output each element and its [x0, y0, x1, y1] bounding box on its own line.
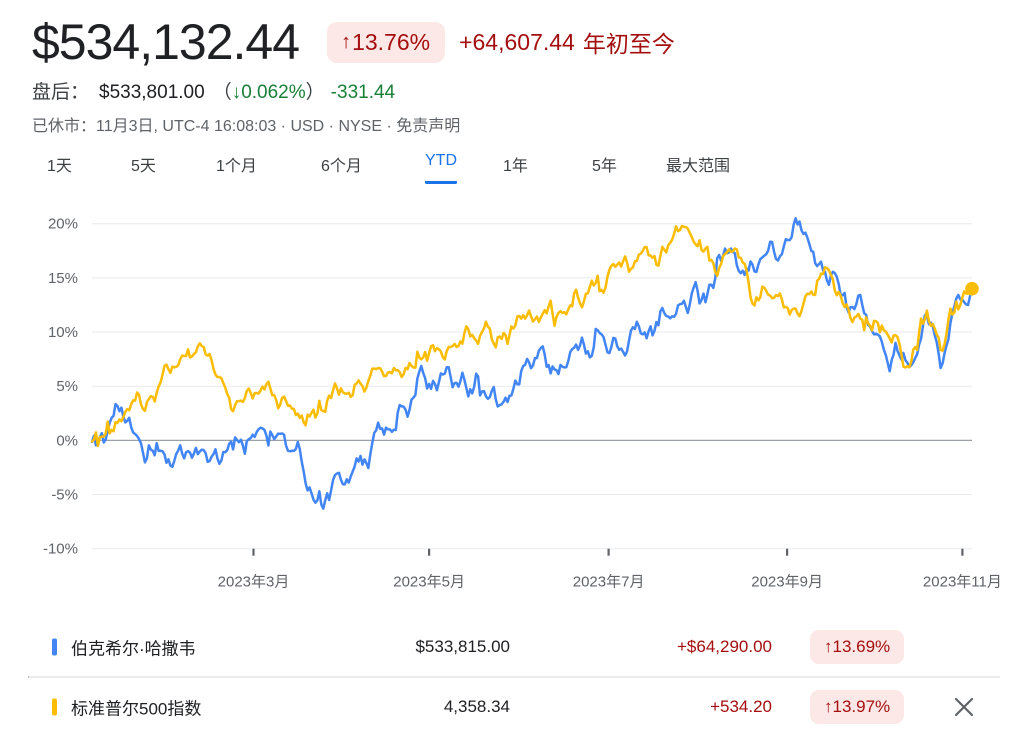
svg-text:2023年3月: 2023年3月 — [218, 574, 290, 591]
svg-text:2023年9月: 2023年9月 — [751, 574, 823, 591]
svg-text:10%: 10% — [48, 324, 78, 341]
svg-text:15%: 15% — [48, 270, 78, 287]
svg-text:20%: 20% — [48, 216, 78, 233]
svg-text:0%: 0% — [56, 432, 78, 449]
svg-text:2023年7月: 2023年7月 — [573, 574, 645, 591]
svg-text:2023年11月: 2023年11月 — [923, 574, 1002, 591]
svg-text:2023年5月: 2023年5月 — [393, 574, 465, 591]
svg-text:-5%: -5% — [51, 487, 78, 504]
svg-text:-10%: -10% — [43, 541, 78, 558]
svg-text:5%: 5% — [56, 378, 78, 395]
